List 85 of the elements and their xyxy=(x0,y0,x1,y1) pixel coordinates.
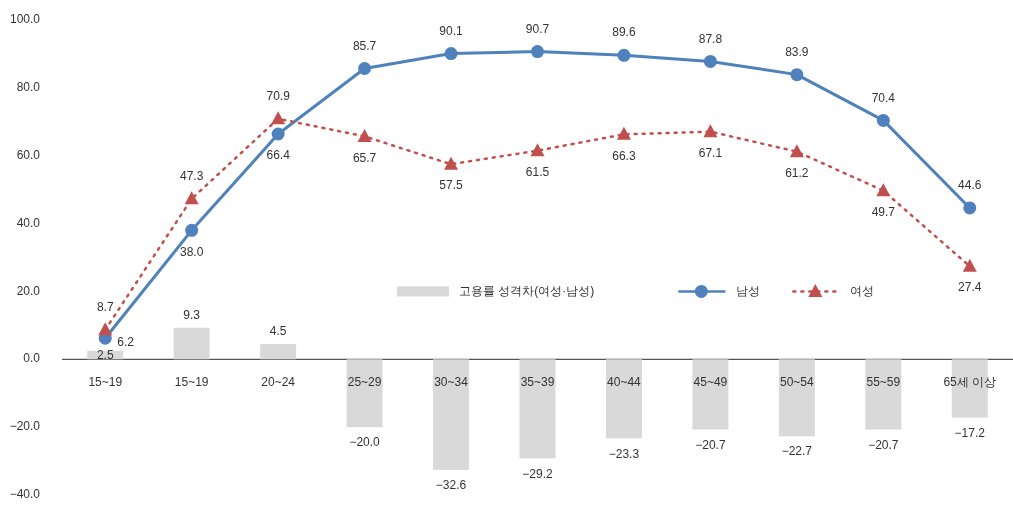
ytick: 40.0 xyxy=(16,215,40,230)
point xyxy=(703,124,718,138)
label: 66.3 xyxy=(612,148,636,163)
xtick: 30~34 xyxy=(434,375,468,390)
label: 6.2 xyxy=(117,335,134,350)
label: −20.7 xyxy=(695,437,726,452)
label: −22.7 xyxy=(781,444,813,459)
label: 44.6 xyxy=(958,178,982,193)
label: −32.6 xyxy=(435,478,467,493)
point xyxy=(271,111,286,125)
point xyxy=(876,183,891,197)
legend-label: 고용률 성격차(여성·남성) xyxy=(459,283,595,298)
legend-label: 남성 xyxy=(736,283,761,298)
label: 65.7 xyxy=(352,150,377,165)
label: −17.2 xyxy=(954,425,985,440)
bar xyxy=(865,359,902,430)
label: −20.0 xyxy=(349,435,380,450)
bar xyxy=(605,359,642,439)
point xyxy=(444,156,459,170)
point xyxy=(703,54,717,68)
xtick: 15~19 xyxy=(88,375,123,390)
xtick: 50~54 xyxy=(780,375,814,390)
label: 70.9 xyxy=(266,88,290,103)
label: 66.4 xyxy=(266,148,290,163)
bar xyxy=(778,359,815,437)
bar xyxy=(260,344,297,360)
point xyxy=(444,47,458,61)
xtick: 45~49 xyxy=(693,375,728,390)
point xyxy=(357,128,372,142)
point xyxy=(358,62,372,76)
ytick: 20.0 xyxy=(16,283,40,298)
xtick: 35~39 xyxy=(520,375,555,390)
label: 47.3 xyxy=(180,169,204,183)
xtick: 65세 이상 xyxy=(943,375,997,390)
xtick: 40~44 xyxy=(607,375,641,390)
ytick: −40.0 xyxy=(9,487,40,502)
bar xyxy=(173,327,210,360)
label: 61.5 xyxy=(525,164,550,179)
point xyxy=(184,191,199,205)
bar xyxy=(433,359,470,470)
ytick: 100.0 xyxy=(9,12,40,27)
label: 70.4 xyxy=(871,90,895,105)
xtick: 55~59 xyxy=(866,375,901,390)
point xyxy=(876,113,890,127)
label: 8.7 xyxy=(96,299,114,314)
label: 38.0 xyxy=(180,244,204,259)
xtick: 25~29 xyxy=(347,375,382,390)
label: 67.1 xyxy=(698,145,723,160)
label: 90.7 xyxy=(525,21,550,36)
point xyxy=(271,127,285,141)
label: 89.6 xyxy=(612,25,636,40)
ytick: 80.0 xyxy=(16,80,40,95)
point xyxy=(185,223,199,237)
point xyxy=(530,143,545,157)
label: −29.2 xyxy=(522,466,553,481)
label: 27.4 xyxy=(958,280,982,295)
label: −20.7 xyxy=(868,437,899,452)
label: −23.3 xyxy=(608,446,640,461)
point xyxy=(790,68,804,82)
label: 4.5 xyxy=(269,324,287,339)
legend-label: 여성 xyxy=(850,283,875,298)
bar xyxy=(346,359,383,428)
point xyxy=(98,322,113,336)
bar xyxy=(519,359,556,459)
label: 9.3 xyxy=(183,307,201,322)
label: 49.7 xyxy=(871,204,895,219)
point xyxy=(616,126,631,140)
point xyxy=(531,45,544,59)
ytick: 60.0 xyxy=(16,147,40,162)
xtick: 15~19 xyxy=(174,375,209,390)
label: 83.9 xyxy=(785,44,809,59)
label: 57.5 xyxy=(439,178,463,193)
label: 87.8 xyxy=(698,31,723,46)
label: 2.5 xyxy=(96,348,114,363)
point xyxy=(617,48,631,62)
label: 61.2 xyxy=(785,165,809,180)
label: 85.7 xyxy=(352,38,377,53)
ytick: −20.0 xyxy=(9,419,40,434)
xtick: 20~24 xyxy=(261,375,295,390)
point xyxy=(962,258,977,272)
bar xyxy=(692,359,729,430)
label: 90.1 xyxy=(439,23,463,38)
point xyxy=(963,201,977,215)
ytick: 0.0 xyxy=(23,351,40,366)
point xyxy=(789,144,804,158)
